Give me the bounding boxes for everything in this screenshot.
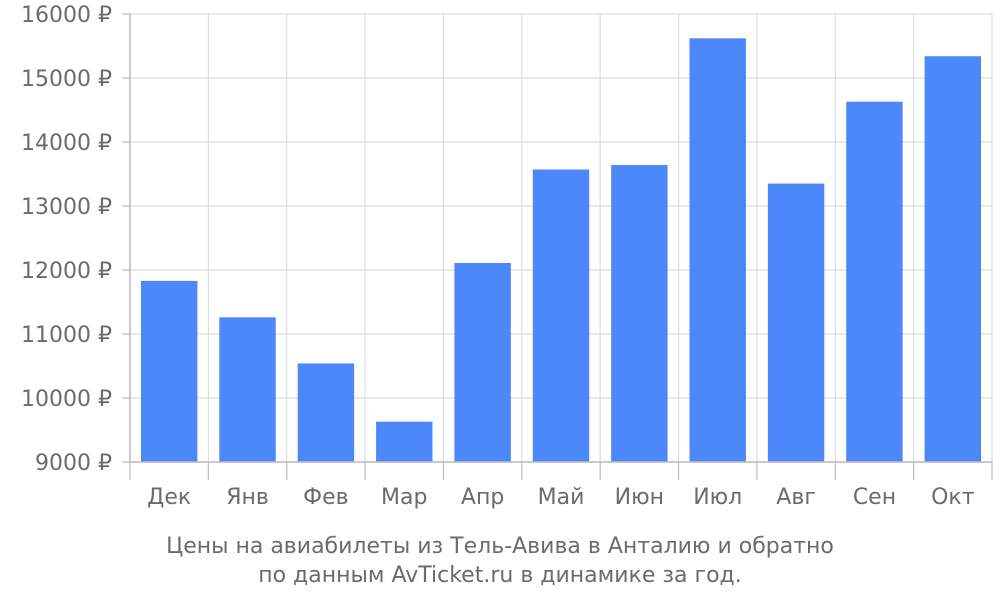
bar-5 (454, 262, 511, 462)
y-tick-label: 13000 ₽ (21, 195, 112, 220)
y-tick-label: 14000 ₽ (21, 131, 112, 156)
bar-8 (689, 38, 746, 462)
chart-caption-line-1: Цены на авиабилеты из Тель-Авива в Антал… (166, 534, 834, 559)
chart-caption-line-2: по данным AvTicket.ru в динамике за год. (258, 563, 742, 588)
y-tick-label: 9000 ₽ (35, 451, 112, 476)
bar-10 (846, 101, 903, 463)
y-tick-label: 10000 ₽ (21, 387, 112, 412)
x-tick-label: Июн (615, 485, 664, 510)
y-tick-label: 15000 ₽ (21, 67, 112, 92)
bar-1 (140, 280, 198, 462)
bar-2 (219, 317, 276, 462)
y-tick-label: 16000 ₽ (21, 3, 112, 28)
y-tick-label: 12000 ₽ (21, 259, 112, 284)
bar-11 (924, 56, 982, 463)
bar-6 (532, 169, 590, 462)
x-tick-label: Апр (461, 485, 504, 510)
x-tick-label: Июл (693, 485, 742, 510)
x-tick-label: Май (538, 485, 585, 510)
x-tick-label: Сен (853, 485, 896, 510)
bar-4 (376, 421, 433, 462)
x-tick-label: Авг (776, 485, 816, 510)
x-tick-label: Фев (303, 485, 348, 510)
x-tick-label: Мар (381, 485, 427, 510)
bar-3 (297, 363, 355, 462)
x-tick-label: Янв (226, 485, 269, 510)
bar-9 (767, 183, 825, 462)
x-tick-label: Дек (147, 485, 191, 510)
x-tick-label: Окт (931, 485, 975, 510)
price-bar-chart: 9000 ₽ 10000 ₽ 11000 ₽ 12000 ₽ 13000 ₽ 14000 … (21, 3, 993, 510)
y-tick-label: 11000 ₽ (21, 323, 112, 348)
bar-7 (611, 165, 668, 463)
